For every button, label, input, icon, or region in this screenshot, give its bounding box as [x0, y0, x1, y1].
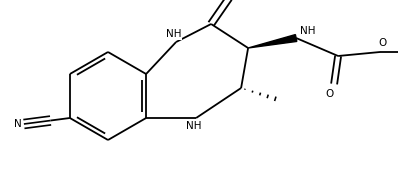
Text: O: O: [378, 38, 386, 48]
Text: O: O: [325, 89, 333, 99]
Text: N: N: [14, 119, 22, 129]
Text: NH: NH: [166, 29, 182, 39]
Polygon shape: [248, 35, 297, 48]
Text: NH: NH: [186, 121, 202, 131]
Text: NH: NH: [300, 26, 316, 36]
